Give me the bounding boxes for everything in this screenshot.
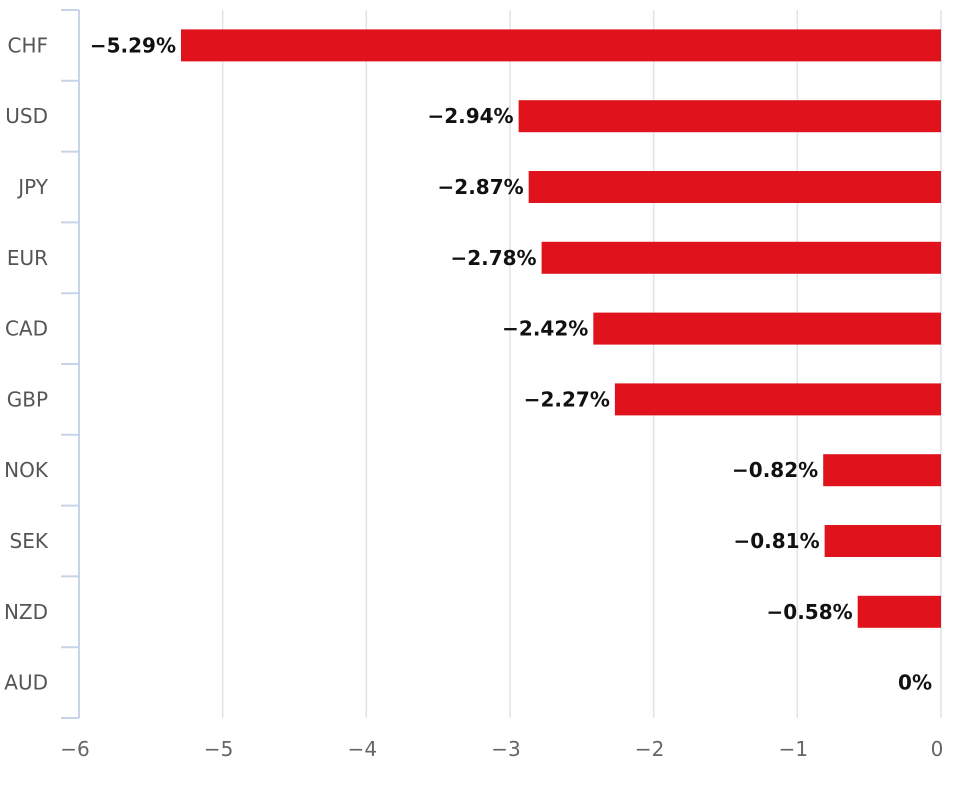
category-label-nzd: NZD bbox=[4, 600, 48, 624]
x-tick-label: −6 bbox=[60, 737, 89, 761]
bar-eur bbox=[541, 241, 941, 274]
data-label-usd: −2.94% bbox=[427, 104, 513, 128]
bar-nok bbox=[823, 454, 941, 487]
data-label-chf: −5.29% bbox=[90, 33, 176, 57]
data-label-aud: 0% bbox=[898, 671, 932, 695]
category-label-aud: AUD bbox=[4, 671, 48, 695]
bar-gbp bbox=[614, 383, 941, 416]
category-label-chf: CHF bbox=[7, 33, 48, 57]
data-label-eur: −2.78% bbox=[450, 246, 536, 270]
bars bbox=[181, 29, 942, 628]
data-label-gbp: −2.27% bbox=[524, 387, 610, 411]
x-tick-label: −2 bbox=[635, 737, 664, 761]
category-label-usd: USD bbox=[5, 104, 48, 128]
data-label-sek: −0.81% bbox=[733, 529, 819, 553]
x-tick-label: 0 bbox=[931, 737, 944, 761]
x-tick-label: −4 bbox=[348, 737, 377, 761]
bar-jpy bbox=[528, 171, 941, 203]
category-label-sek: SEK bbox=[10, 529, 49, 553]
data-label-nzd: −0.58% bbox=[767, 600, 853, 624]
category-label-gbp: GBP bbox=[7, 387, 48, 411]
category-labels: CHF USD JPY EUR CAD GBP NOK SEK NZD AUD bbox=[4, 33, 49, 694]
bar-chf bbox=[181, 29, 942, 62]
bar-nzd bbox=[857, 595, 941, 628]
bar-cad bbox=[593, 312, 941, 345]
data-labels: −5.29% −2.94% −2.87% −2.78% −2.42% −2.27% −0.8… bbox=[90, 33, 932, 694]
category-label-jpy: JPY bbox=[16, 175, 49, 199]
data-label-cad: −2.42% bbox=[502, 317, 588, 341]
category-label-nok: NOK bbox=[4, 458, 49, 482]
x-tick-label: −5 bbox=[204, 737, 233, 761]
data-label-nok: −0.82% bbox=[732, 458, 818, 482]
category-label-eur: EUR bbox=[7, 246, 48, 270]
category-axis bbox=[61, 9, 80, 719]
bar-usd bbox=[518, 100, 941, 133]
data-label-jpy: −2.87% bbox=[438, 175, 524, 199]
x-tick-label: −3 bbox=[491, 737, 520, 761]
x-tick-labels: −6 −5 −4 −3 −2 −1 0 bbox=[60, 737, 943, 761]
x-tick-label: −1 bbox=[779, 737, 808, 761]
category-label-cad: CAD bbox=[5, 317, 48, 341]
bar-sek bbox=[824, 525, 941, 557]
